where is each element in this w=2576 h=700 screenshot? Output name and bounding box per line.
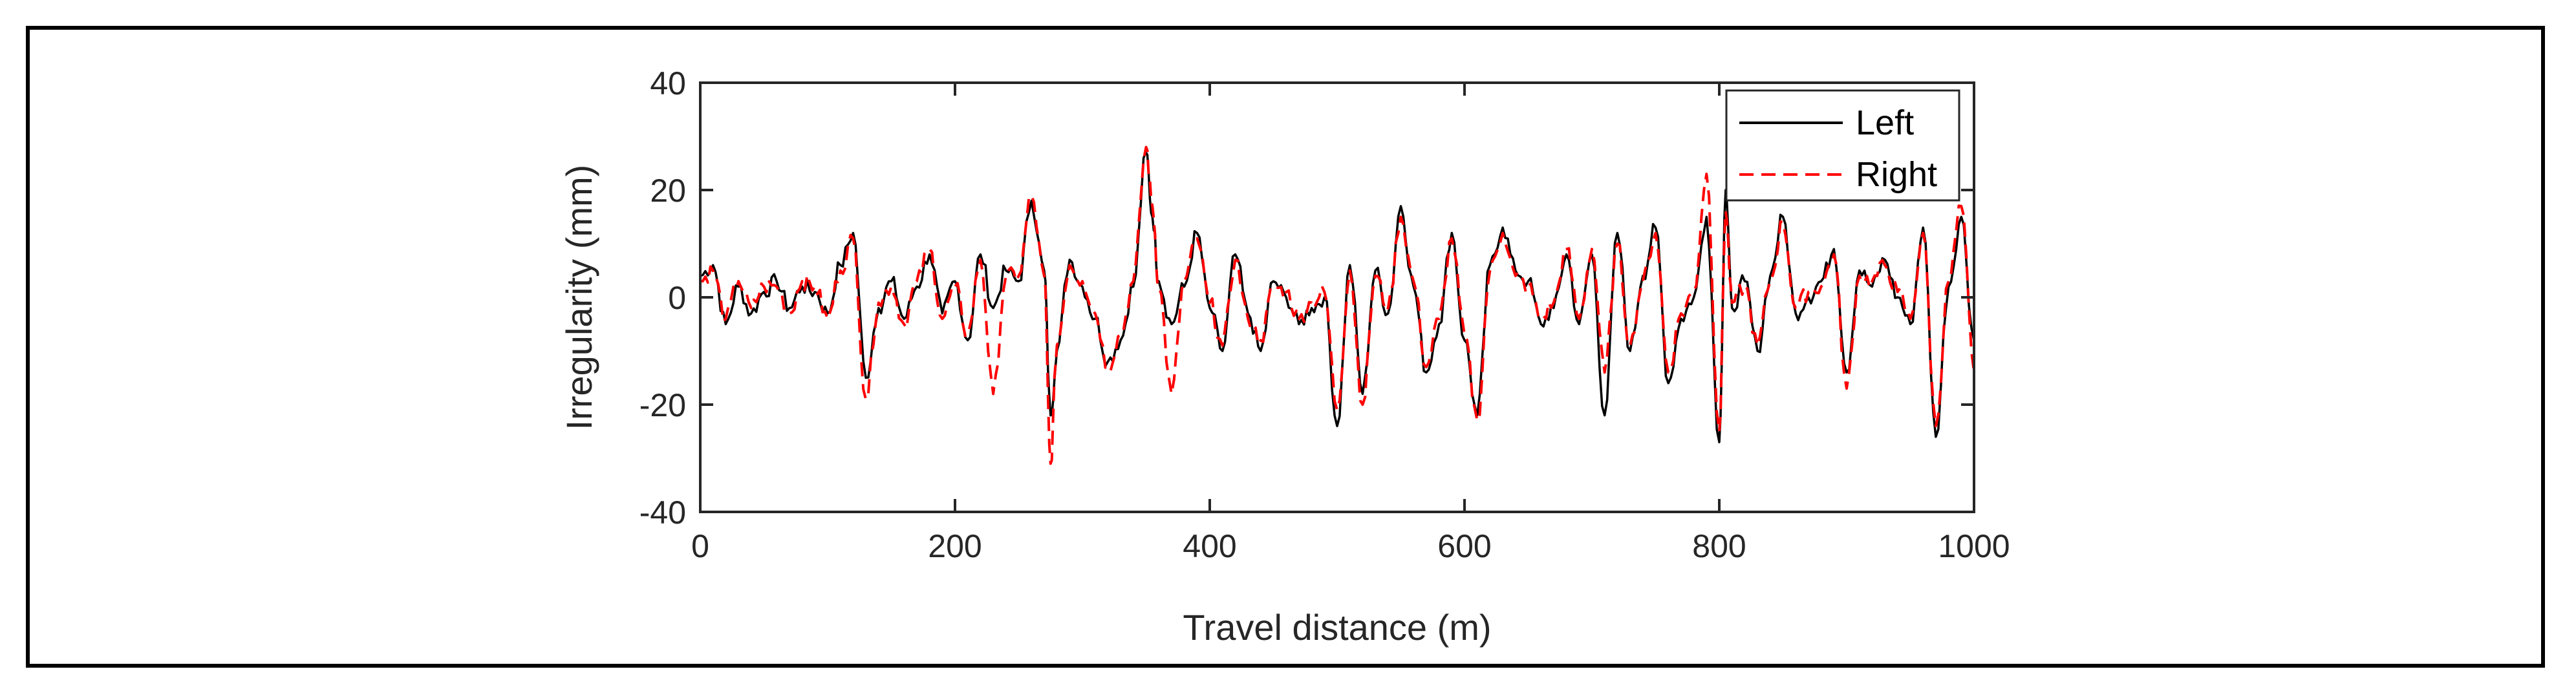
y-tick-label: 40 [650,65,686,101]
figure-frame [26,26,2545,668]
x-axis-label: Travel distance (m) [1183,607,1491,648]
legend-left-label: Left [1856,103,1914,142]
x-tick-label: 1000 [1938,528,2010,564]
y-tick-label: -20 [639,387,686,423]
x-tick-label: 400 [1183,528,1236,564]
y-tick-label: -40 [639,494,686,531]
legend-right-label: Right [1856,155,1937,194]
y-tick-label: 0 [668,280,686,316]
legend-box [1725,89,1960,202]
x-tick-label: 600 [1437,528,1491,564]
series-layer [700,145,1975,465]
series-line-right [700,145,1975,465]
ticks-layer: 0 200 400 600 800 1000 -40 -20 0 20 40 [639,65,2010,564]
y-tick-label: 20 [650,173,686,209]
x-tick-label: 200 [928,528,982,564]
x-tick-label: 0 [691,528,709,564]
legend: Left Right [1725,89,1960,202]
x-tick-label: 800 [1692,528,1746,564]
y-axis-label: Irregularity (mm) [559,165,599,430]
